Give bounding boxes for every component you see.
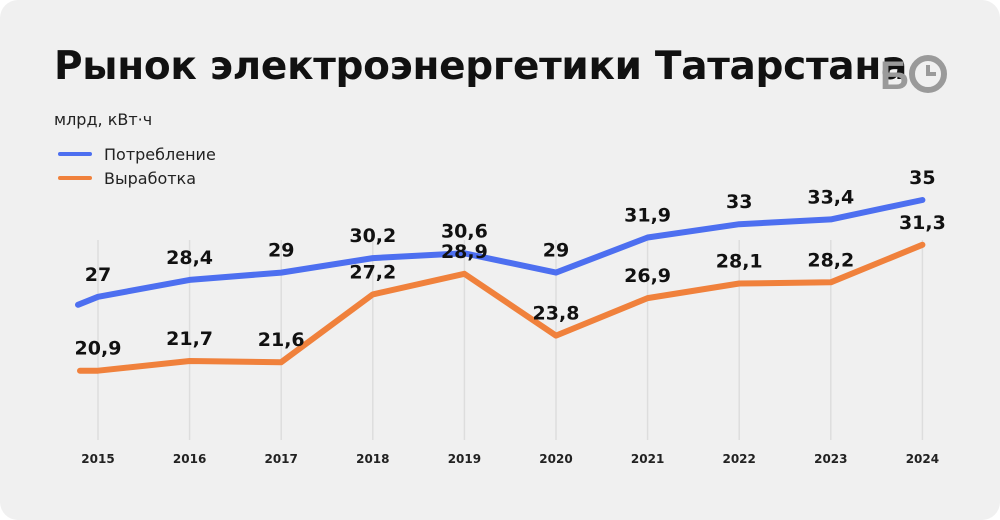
data-label-generation-2022: 28,1: [716, 251, 763, 273]
data-label-consumption-2024: 35: [909, 167, 935, 189]
x-tick-label-2024: 2024: [906, 452, 939, 466]
x-tick-label-2019: 2019: [448, 452, 481, 466]
data-label-generation-2023: 28,2: [807, 249, 854, 271]
data-label-consumption-2016: 28,4: [166, 247, 213, 269]
legend: Потребление Выработка: [58, 142, 216, 190]
x-tick-label-2022: 2022: [722, 452, 755, 466]
data-label-generation-2018: 27,2: [349, 261, 396, 283]
legend-item-generation: Выработка: [58, 166, 216, 190]
data-label-generation-2020: 23,8: [533, 303, 580, 325]
x-tick-label-2020: 2020: [539, 452, 572, 466]
x-tick-label-2021: 2021: [631, 452, 664, 466]
chart-title: Рынок электроэнергетики Татарстана: [54, 44, 907, 89]
svg-text:Б: Б: [880, 54, 909, 96]
data-label-generation-2016: 21,7: [166, 328, 213, 350]
x-tick-label-2018: 2018: [356, 452, 389, 466]
data-label-generation-2017: 21,6: [258, 329, 305, 351]
data-label-consumption-2023: 33,4: [807, 186, 854, 208]
bo-logo: Б: [880, 54, 947, 96]
data-label-consumption-2019: 30,6: [441, 220, 488, 242]
data-label-generation-2019: 28,9: [441, 241, 488, 263]
data-label-generation-2015: 20,9: [75, 338, 122, 360]
data-label-consumption-2015: 27: [85, 264, 111, 286]
data-label-consumption-2021: 31,9: [624, 205, 671, 227]
legend-swatch-generation: [58, 176, 92, 180]
legend-label-generation: Выработка: [104, 168, 197, 188]
legend-item-consumption: Потребление: [58, 142, 216, 166]
x-tick-label-2015: 2015: [81, 452, 114, 466]
data-label-generation-2024: 31,3: [899, 212, 946, 234]
data-label-consumption-2020: 29: [543, 240, 569, 262]
legend-label-consumption: Потребление: [104, 144, 216, 164]
x-tick-label-2017: 2017: [264, 452, 297, 466]
data-label-consumption-2017: 29: [268, 240, 294, 262]
x-tick-label-2023: 2023: [814, 452, 847, 466]
data-label-consumption-2022: 33: [726, 191, 752, 213]
data-label-consumption-2018: 30,2: [349, 225, 396, 247]
legend-swatch-consumption: [58, 152, 92, 156]
x-tick-label-2016: 2016: [173, 452, 206, 466]
unit-label: млрд, кВт·ч: [54, 110, 153, 129]
data-label-generation-2021: 26,9: [624, 265, 671, 287]
